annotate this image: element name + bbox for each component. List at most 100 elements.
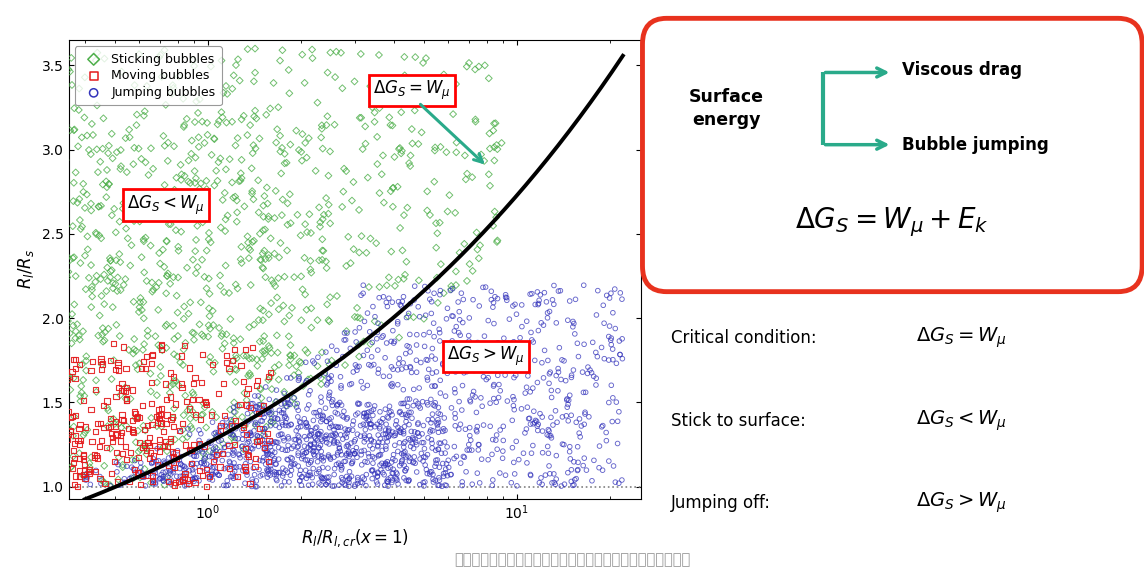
Point bbox=[247, 402, 265, 411]
Point bbox=[522, 471, 540, 480]
Point bbox=[65, 178, 84, 187]
Point bbox=[485, 119, 503, 128]
Point bbox=[283, 466, 301, 475]
Point bbox=[176, 338, 194, 347]
Point bbox=[310, 371, 328, 380]
Point bbox=[251, 304, 269, 313]
Point bbox=[564, 481, 582, 490]
Point bbox=[270, 454, 288, 464]
Point bbox=[336, 425, 355, 434]
Point bbox=[170, 464, 189, 473]
Point bbox=[275, 406, 293, 415]
Point bbox=[159, 453, 177, 462]
Point bbox=[109, 460, 127, 469]
Point bbox=[153, 245, 172, 254]
Point bbox=[80, 459, 98, 468]
Point bbox=[245, 195, 263, 204]
Point bbox=[540, 426, 558, 435]
Point bbox=[192, 330, 210, 339]
Point bbox=[297, 376, 316, 385]
Point bbox=[94, 180, 112, 189]
Point bbox=[508, 345, 526, 354]
Point bbox=[602, 333, 620, 343]
Point bbox=[313, 474, 332, 484]
Point bbox=[593, 422, 611, 431]
Point bbox=[199, 235, 217, 244]
Point bbox=[110, 453, 128, 462]
Point bbox=[517, 383, 535, 392]
Point bbox=[246, 106, 264, 115]
Point bbox=[295, 449, 313, 458]
Point bbox=[430, 438, 448, 448]
Point bbox=[246, 144, 264, 153]
Point bbox=[328, 401, 347, 410]
Point bbox=[136, 481, 154, 490]
Point bbox=[296, 419, 315, 428]
Text: Bubble jumping: Bubble jumping bbox=[901, 136, 1049, 154]
Point bbox=[400, 159, 419, 168]
Point bbox=[318, 380, 336, 389]
Point bbox=[278, 446, 296, 455]
Point bbox=[269, 103, 287, 112]
Point bbox=[140, 170, 158, 179]
Point bbox=[272, 418, 291, 427]
Point bbox=[423, 83, 442, 92]
Point bbox=[408, 399, 427, 408]
Point bbox=[321, 48, 340, 57]
Point bbox=[220, 288, 238, 297]
Point bbox=[337, 442, 356, 451]
Point bbox=[326, 73, 344, 82]
Point bbox=[31, 413, 49, 422]
Point bbox=[202, 452, 221, 461]
Point bbox=[456, 425, 475, 434]
Point bbox=[199, 332, 217, 342]
Point bbox=[496, 293, 515, 302]
Point bbox=[47, 438, 65, 448]
Point bbox=[164, 465, 182, 474]
Point bbox=[165, 350, 183, 359]
Point bbox=[161, 476, 180, 485]
Point bbox=[165, 404, 183, 413]
Point bbox=[505, 373, 523, 382]
Point bbox=[228, 354, 246, 363]
Point bbox=[351, 313, 370, 323]
Point bbox=[419, 401, 437, 410]
Point bbox=[579, 363, 597, 372]
Point bbox=[51, 185, 70, 194]
Point bbox=[424, 332, 443, 342]
Point bbox=[148, 422, 166, 431]
Point bbox=[176, 341, 194, 350]
Point bbox=[350, 362, 368, 371]
Point bbox=[435, 424, 453, 433]
Point bbox=[297, 421, 316, 430]
Point bbox=[313, 415, 332, 424]
Text: Critical condition:: Critical condition: bbox=[672, 329, 817, 347]
Point bbox=[238, 131, 256, 140]
Point bbox=[469, 338, 487, 347]
Point bbox=[125, 217, 143, 226]
Point bbox=[106, 228, 125, 237]
Point bbox=[470, 254, 488, 263]
Point bbox=[167, 226, 185, 235]
Point bbox=[350, 323, 368, 332]
Point bbox=[66, 472, 85, 481]
Point bbox=[214, 88, 232, 97]
Point bbox=[142, 399, 160, 408]
Point bbox=[299, 422, 317, 431]
Point bbox=[251, 337, 269, 346]
Point bbox=[365, 401, 383, 410]
Point bbox=[78, 469, 96, 478]
Point bbox=[251, 384, 269, 393]
Point bbox=[210, 447, 229, 456]
Point bbox=[240, 323, 259, 332]
Point bbox=[156, 141, 174, 150]
Point bbox=[92, 479, 110, 488]
Point bbox=[341, 344, 359, 353]
Point bbox=[261, 374, 279, 383]
Point bbox=[106, 430, 125, 439]
Point bbox=[133, 253, 151, 262]
Point bbox=[545, 469, 563, 478]
Point bbox=[575, 407, 594, 417]
Point bbox=[564, 322, 582, 331]
Point bbox=[558, 403, 577, 412]
